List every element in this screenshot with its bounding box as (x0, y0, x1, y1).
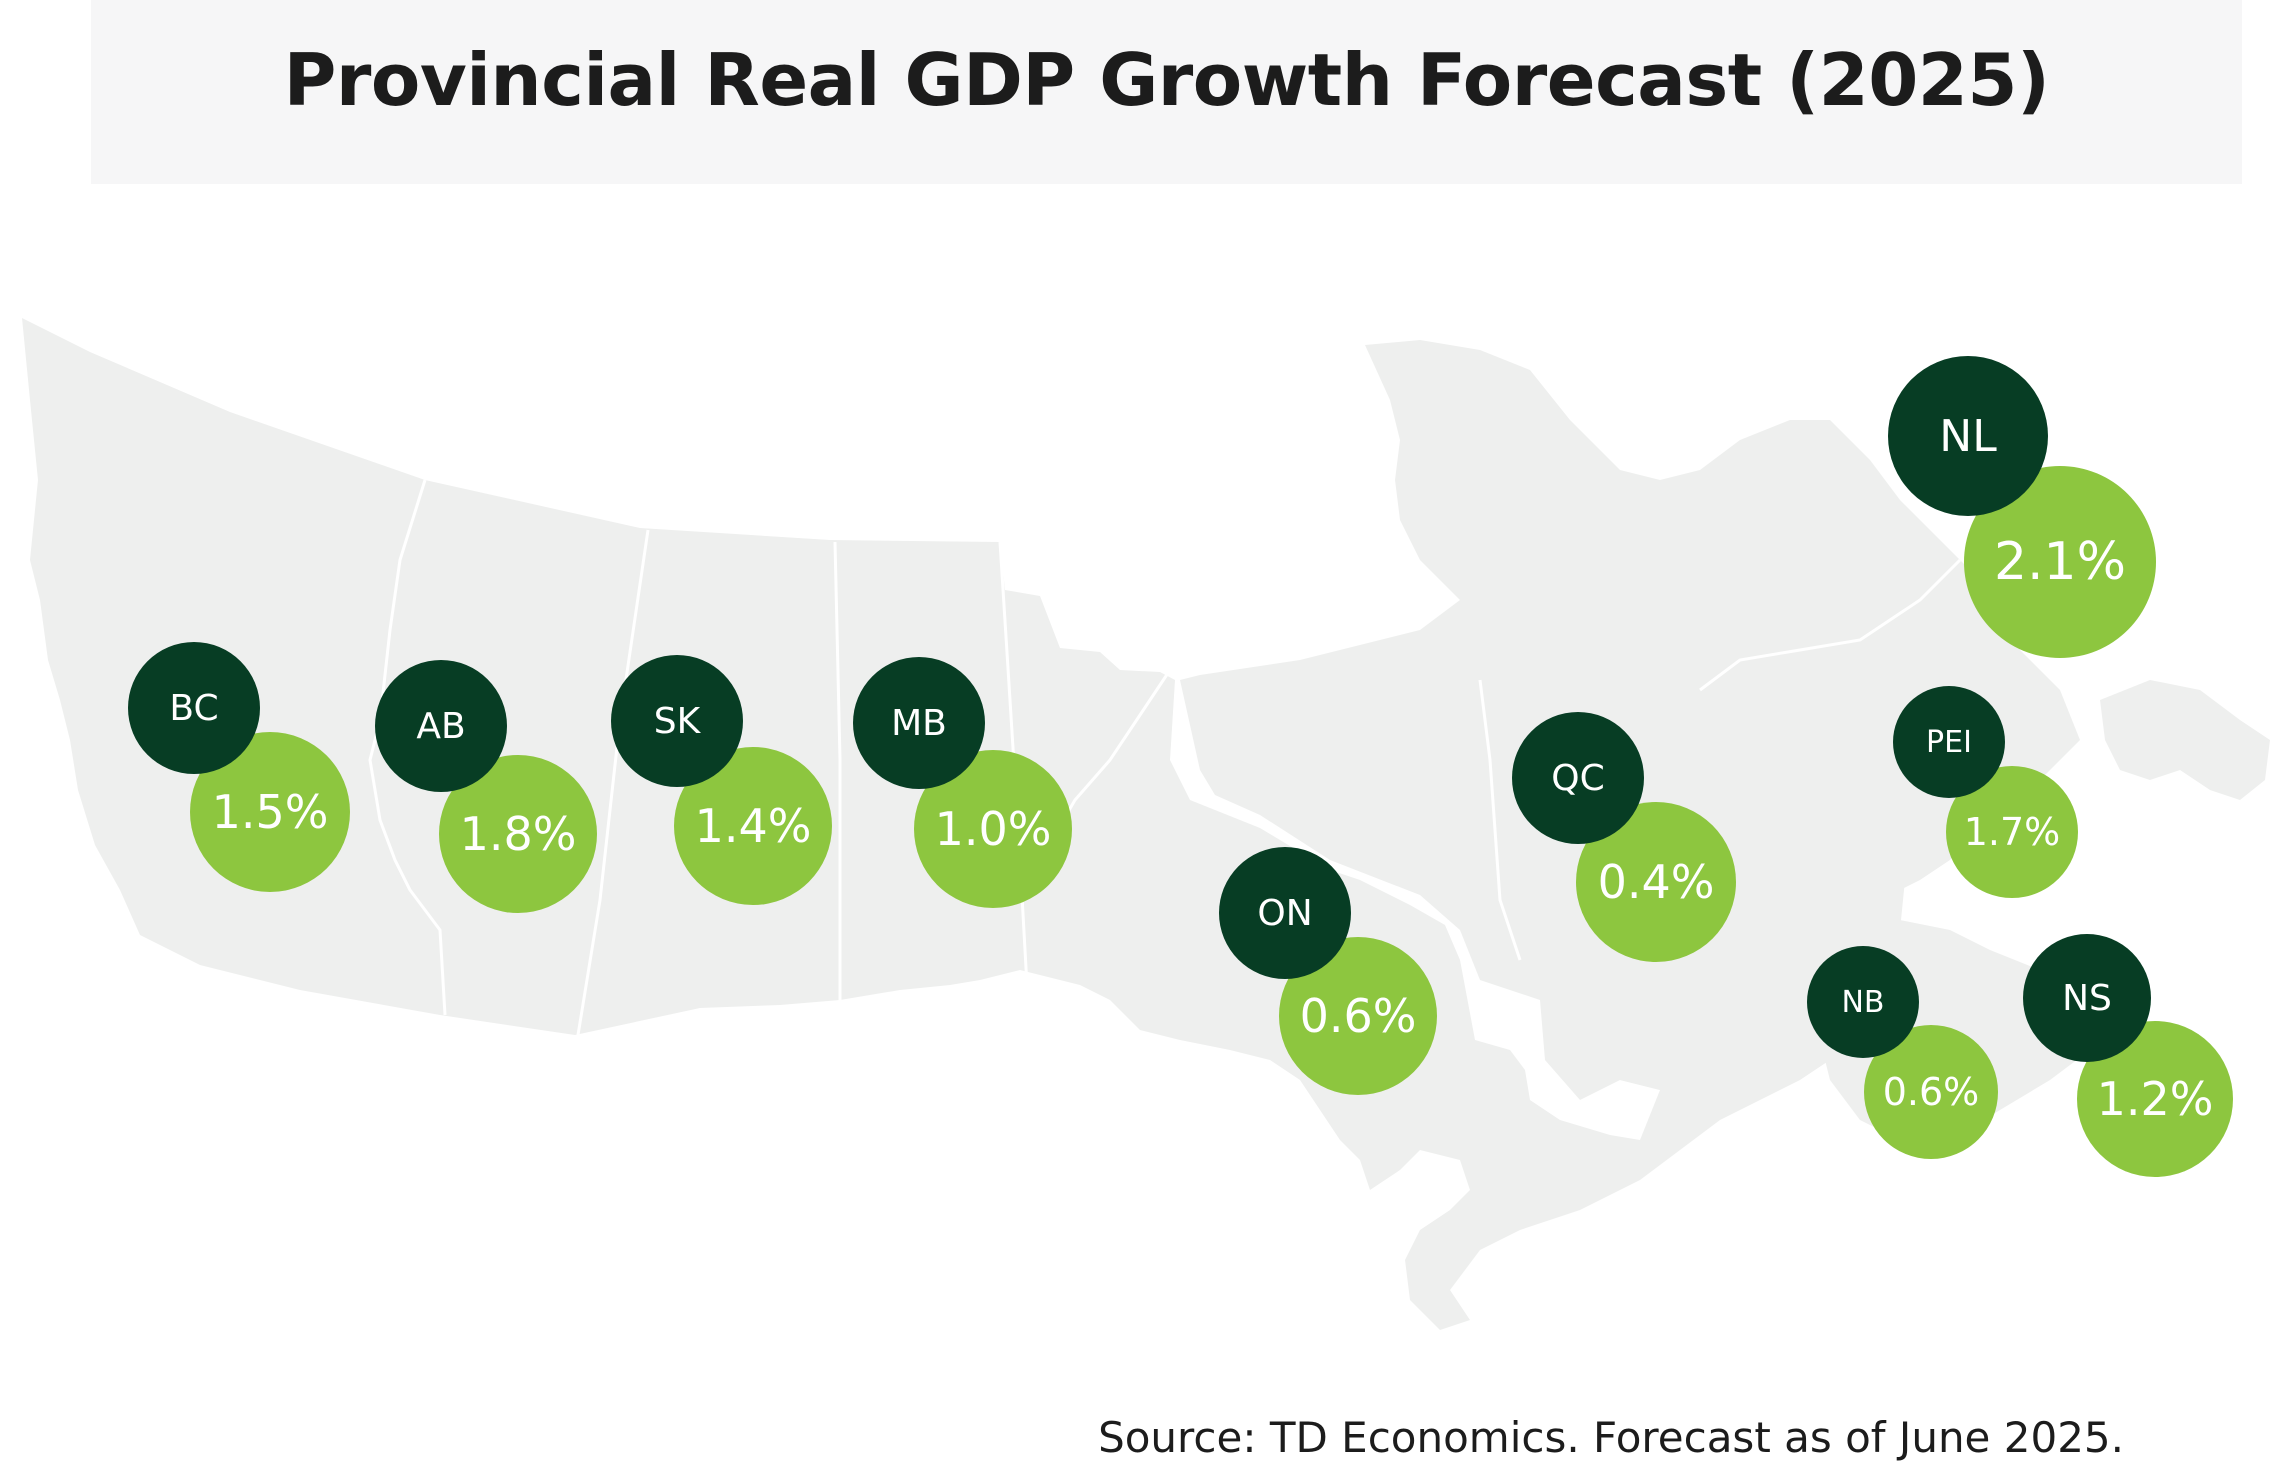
qc-code: QC (1551, 757, 1605, 799)
mb-code: MB (891, 702, 947, 744)
land-newfoundland (2100, 680, 2270, 800)
bc-growth: 1.5% (211, 785, 329, 839)
qc-growth: 0.4% (1597, 855, 1715, 909)
chart-title: Provincial Real GDP Growth Forecast (202… (283, 38, 2050, 122)
ab-growth: 1.8% (459, 807, 577, 861)
pei-code: PEI (1926, 724, 1972, 760)
ns-growth: 1.2% (2096, 1072, 2214, 1126)
title-bar: Provincial Real GDP Growth Forecast (202… (91, 0, 2242, 184)
nb-growth: 0.6% (1882, 1070, 1980, 1114)
sk-code: SK (653, 700, 701, 742)
ab-code: AB (416, 705, 466, 747)
sk-growth: 1.4% (694, 799, 812, 853)
source-note: Source: TD Economics. Forecast as of Jun… (1098, 1413, 2124, 1462)
label-bubble-bc: BC (128, 642, 260, 774)
label-bubble-nb: NB (1807, 946, 1919, 1058)
on-growth: 0.6% (1299, 989, 1417, 1043)
bc-code: BC (169, 687, 219, 729)
value-bubble-on: 0.6% (1279, 937, 1437, 1095)
on-code: ON (1257, 892, 1313, 934)
ns-code: NS (2062, 977, 2112, 1019)
label-bubble-pei: PEI (1893, 686, 2005, 798)
label-bubble-nl: NL (1888, 356, 2048, 516)
label-bubble-mb: MB (853, 657, 985, 789)
nl-code: NL (1939, 410, 1997, 462)
nl-growth: 2.1% (1993, 532, 2127, 592)
label-bubble-sk: SK (611, 655, 743, 787)
mb-growth: 1.0% (934, 802, 1052, 856)
label-bubble-qc: QC (1512, 712, 1644, 844)
label-bubble-ns: NS (2023, 934, 2151, 1062)
value-bubble-bc: 1.5% (190, 732, 350, 892)
land-east (1365, 340, 2080, 1090)
pei-growth: 1.7% (1963, 810, 2061, 854)
nb-code: NB (1841, 984, 1885, 1020)
label-bubble-on: ON (1219, 847, 1351, 979)
label-bubble-ab: AB (375, 660, 507, 792)
